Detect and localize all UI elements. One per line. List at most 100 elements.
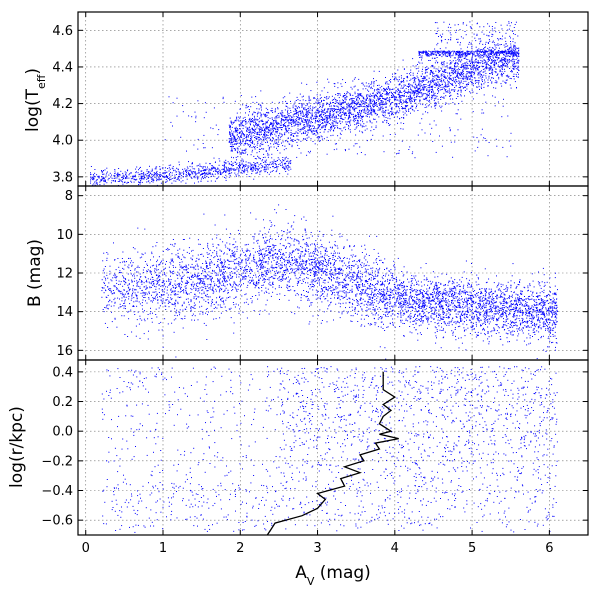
data-point bbox=[422, 68, 423, 70]
data-point bbox=[287, 167, 289, 169]
data-point bbox=[457, 76, 459, 78]
data-point bbox=[453, 73, 455, 74]
data-point bbox=[369, 93, 371, 95]
data-point bbox=[505, 43, 507, 45]
data-point bbox=[428, 80, 430, 82]
data-point bbox=[513, 27, 515, 28]
data-point bbox=[265, 159, 267, 161]
data-point bbox=[434, 76, 436, 78]
data-point bbox=[455, 53, 457, 55]
data-point bbox=[263, 113, 265, 115]
data-point bbox=[373, 105, 375, 107]
data-point bbox=[277, 157, 279, 159]
data-point bbox=[125, 173, 126, 175]
data-point bbox=[273, 146, 275, 148]
data-point bbox=[436, 30, 438, 32]
data-point bbox=[258, 136, 260, 138]
data-point bbox=[377, 88, 379, 90]
data-point bbox=[360, 93, 362, 95]
data-point bbox=[418, 82, 420, 84]
data-point bbox=[455, 51, 457, 53]
data-point bbox=[308, 111, 310, 113]
data-point bbox=[432, 66, 434, 68]
data-point bbox=[518, 52, 520, 54]
data-point bbox=[189, 165, 191, 167]
data-point bbox=[394, 96, 396, 98]
data-point bbox=[293, 120, 294, 121]
data-point bbox=[478, 52, 480, 54]
data-point bbox=[413, 91, 415, 93]
data-point bbox=[439, 83, 441, 85]
data-point bbox=[355, 115, 357, 116]
data-point bbox=[512, 41, 514, 43]
data-point bbox=[333, 116, 335, 118]
data-point bbox=[331, 95, 333, 97]
data-point bbox=[230, 146, 232, 147]
data-point bbox=[460, 55, 462, 57]
data-point bbox=[158, 179, 159, 181]
data-point bbox=[288, 115, 290, 116]
data-point bbox=[208, 170, 210, 172]
data-point bbox=[501, 61, 503, 63]
data-point bbox=[409, 94, 411, 96]
data-point bbox=[141, 177, 142, 179]
data-point bbox=[319, 140, 321, 142]
data-point bbox=[387, 112, 389, 114]
data-point bbox=[345, 121, 347, 123]
data-point bbox=[518, 53, 520, 55]
data-point bbox=[410, 96, 411, 98]
data-point bbox=[310, 99, 312, 101]
data-point bbox=[495, 72, 497, 74]
data-point bbox=[361, 110, 362, 111]
data-point bbox=[317, 138, 319, 140]
data-point bbox=[370, 102, 372, 104]
data-point bbox=[114, 172, 116, 174]
data-point bbox=[372, 103, 374, 105]
data-point bbox=[503, 59, 505, 61]
data-point bbox=[517, 68, 519, 70]
data-point bbox=[432, 52, 434, 54]
data-point bbox=[400, 122, 402, 124]
data-point bbox=[303, 108, 305, 110]
data-point bbox=[240, 134, 242, 136]
data-point bbox=[158, 174, 160, 175]
data-point bbox=[501, 71, 503, 73]
data-point bbox=[260, 170, 262, 172]
data-point bbox=[413, 91, 415, 93]
data-point bbox=[406, 73, 408, 74]
data-point bbox=[293, 118, 295, 120]
data-point bbox=[283, 115, 285, 117]
data-point bbox=[96, 182, 98, 184]
data-point bbox=[471, 60, 473, 62]
data-point bbox=[374, 102, 376, 104]
data-point bbox=[391, 102, 393, 104]
data-point bbox=[516, 54, 518, 56]
data-point bbox=[420, 51, 422, 53]
data-point bbox=[467, 59, 469, 61]
data-point bbox=[444, 69, 446, 71]
data-point bbox=[287, 138, 289, 139]
data-point bbox=[347, 107, 349, 109]
data-point bbox=[468, 75, 470, 77]
data-point bbox=[254, 158, 256, 159]
data-point bbox=[157, 173, 158, 175]
data-point bbox=[437, 27, 439, 29]
data-point bbox=[278, 144, 280, 145]
data-point bbox=[386, 120, 388, 121]
data-point bbox=[264, 114, 266, 116]
data-point bbox=[141, 178, 143, 180]
data-point bbox=[454, 77, 456, 79]
data-point bbox=[93, 178, 95, 180]
data-point bbox=[422, 94, 424, 96]
data-point bbox=[350, 113, 352, 115]
data-point bbox=[424, 78, 426, 80]
data-point bbox=[478, 80, 480, 82]
data-point bbox=[252, 142, 254, 144]
data-point bbox=[394, 104, 396, 106]
data-point bbox=[444, 89, 446, 91]
data-point bbox=[510, 71, 512, 72]
data-point bbox=[306, 135, 308, 136]
data-point bbox=[374, 101, 375, 103]
data-point bbox=[232, 168, 234, 170]
data-point bbox=[447, 26, 449, 28]
